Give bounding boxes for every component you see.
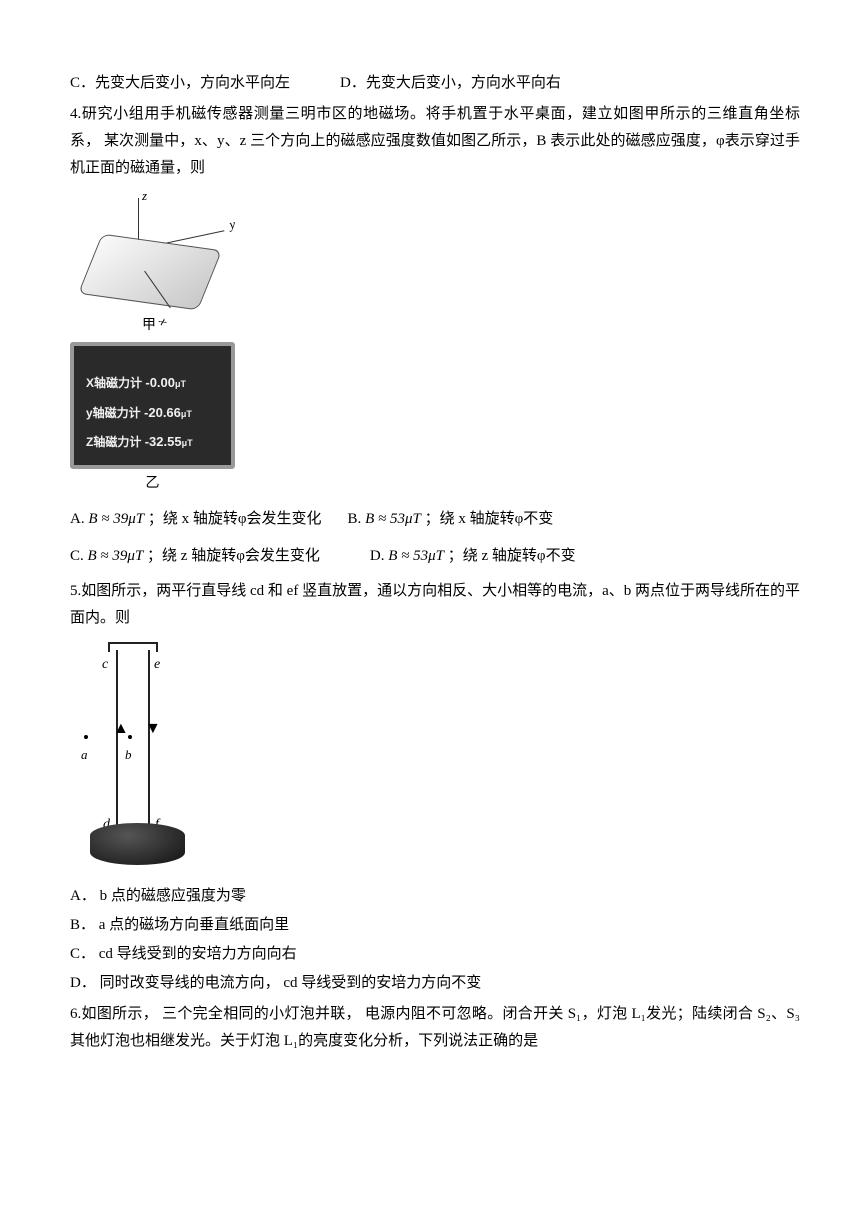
q4-option-a: A. B ≈ 39μT ；绕 x 轴旋转φ会发生变化 xyxy=(70,506,322,533)
label-c: c xyxy=(102,652,108,677)
q4-option-b: B. B ≈ 53μT ；绕 x 轴旋转φ不变 xyxy=(348,506,554,533)
arrow-down-icon: ▼ xyxy=(145,715,161,744)
caption-yi: 乙 xyxy=(70,471,235,496)
q5-option-c: C． cd 导线受到的安培力方向向右 xyxy=(70,941,800,968)
sensor-readout-box: X轴磁力计 -0.00μT y轴磁力计 -20.66μT Z轴磁力计 -32.5… xyxy=(70,342,235,469)
dot-a-icon xyxy=(84,735,88,739)
sensor-row-x: X轴磁力计 -0.00μT xyxy=(84,368,221,398)
label-b: b xyxy=(125,743,132,766)
q5-option-d: D． 同时改变导线的电流方向， cd 导线受到的安培力方向不变 xyxy=(70,970,800,997)
q4-options: A. B ≈ 39μT ；绕 x 轴旋转φ会发生变化 B. B ≈ 53μT ；… xyxy=(70,506,800,570)
q4-figure-yi: X轴磁力计 -0.00μT y轴磁力计 -20.66μT Z轴磁力计 -32.5… xyxy=(70,342,800,496)
arrow-up-icon: ▲ xyxy=(113,715,129,744)
q4-option-c: C. B ≈ 39μT ；绕 z 轴旋转φ会发生变化 xyxy=(70,543,320,570)
q4-stem: 4.研究小组用手机磁传感器测量三明市区的地磁场。将手机置于水平桌面，建立如图甲所… xyxy=(70,101,800,182)
phone-body-icon xyxy=(78,234,222,311)
sensor-z-value: -32.55 xyxy=(145,434,182,449)
label-a: a xyxy=(81,743,88,766)
q4-figure-jia: 甲 xyxy=(70,192,800,332)
q5-figure: c e ▲ ▼ a b d f xyxy=(70,640,205,875)
label-e: e xyxy=(154,652,160,677)
sensor-y-unit: μT xyxy=(181,409,192,419)
sensor-z-unit: μT xyxy=(182,438,193,448)
sensor-y-label: y轴磁力计 xyxy=(86,406,141,420)
caption-jia: 甲 xyxy=(142,313,156,338)
q5-stem: 5.如图所示，两平行直导线 cd 和 ef 竖直放置，通以方向相反、大小相等的电… xyxy=(70,578,800,632)
wire-base-icon xyxy=(90,823,185,865)
sensor-row-y: y轴磁力计 -20.66μT xyxy=(84,398,221,428)
q5-option-a: A． b 点的磁感应强度为零 xyxy=(70,883,800,910)
sensor-x-unit: μT xyxy=(175,379,186,389)
q3-options-cd: C．先变大后变小，方向水平向左 D．先变大后变小，方向水平向右 xyxy=(70,70,800,97)
sensor-x-value: -0.00 xyxy=(145,375,175,390)
sensor-z-label: Z轴磁力计 xyxy=(86,435,141,449)
q3-option-d: D．先变大后变小，方向水平向右 xyxy=(340,70,561,97)
q6-stem: 6.如图所示， 三个完全相同的小灯泡并联， 电源内阻不可忽略。闭合开关 S₁，灯… xyxy=(70,1001,800,1055)
q3-option-c: C．先变大后变小，方向水平向左 xyxy=(70,70,290,97)
q5-options: A． b 点的磁感应强度为零 B． a 点的磁场方向垂直纸面向里 C． cd 导… xyxy=(70,883,800,997)
sensor-x-label: X轴磁力计 xyxy=(86,376,142,390)
sensor-y-value: -20.66 xyxy=(144,405,181,420)
dot-b-icon xyxy=(128,735,132,739)
q5-option-b: B． a 点的磁场方向垂直纸面向里 xyxy=(70,912,800,939)
q4-option-d: D. B ≈ 53μT ；绕 z 轴旋转φ不变 xyxy=(370,543,576,570)
sensor-row-z: Z轴磁力计 -32.55μT xyxy=(84,427,221,457)
